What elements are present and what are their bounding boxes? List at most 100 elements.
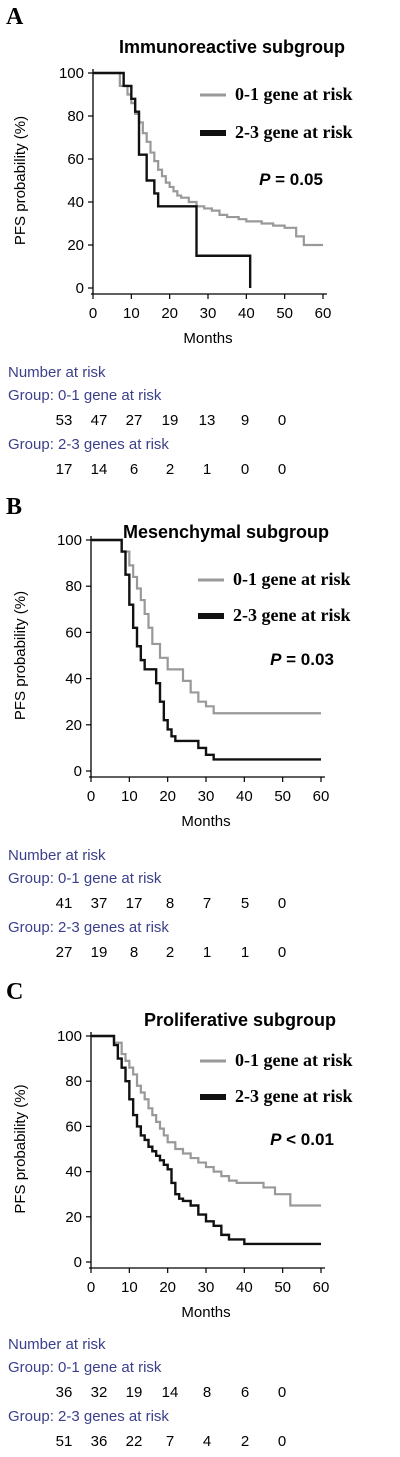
x-tick-label: 60 <box>315 305 332 322</box>
risk-count: 6 <box>130 461 138 478</box>
y-axis-label: PFS probability (%) <box>12 591 29 720</box>
p-value-number: = 0.05 <box>270 170 322 189</box>
risk-count: 2 <box>166 461 174 478</box>
risk-count: 7 <box>203 895 211 912</box>
risk-count: 19 <box>162 412 179 429</box>
x-tick-label: 20 <box>159 1279 176 1296</box>
x-axis-label: Months <box>183 330 232 347</box>
y-axis-label: PFS probability (%) <box>12 116 29 245</box>
legend-entry: 2-3 gene at risk <box>233 605 350 625</box>
y-tick-label: 60 <box>67 151 84 168</box>
risk-count: 32 <box>91 1384 108 1401</box>
risk-count: 17 <box>56 461 73 478</box>
risk-count: 27 <box>126 412 143 429</box>
x-tick-label: 10 <box>121 788 138 805</box>
x-tick-label: 50 <box>274 1279 291 1296</box>
risk-count: 19 <box>91 944 108 961</box>
risk-table-header: Number at risk <box>8 364 106 381</box>
x-tick-label: 40 <box>238 305 255 322</box>
x-tick-label: 30 <box>198 1279 215 1296</box>
y-tick-label: 40 <box>65 671 82 688</box>
legend-entry: 2-3 gene at risk <box>235 122 352 142</box>
risk-count: 2 <box>241 1433 249 1450</box>
series-line-group-0-1 <box>91 538 321 715</box>
x-tick-label: 40 <box>236 1279 253 1296</box>
risk-count: 22 <box>126 1433 143 1450</box>
series-line-group-2-3 <box>93 71 252 288</box>
p-value: P = 0.03 <box>270 650 334 669</box>
risk-count: 8 <box>166 895 174 912</box>
risk-count: 17 <box>126 895 143 912</box>
p-value: P = 0.05 <box>259 170 323 189</box>
y-tick-label: 100 <box>57 532 82 549</box>
x-tick-label: 20 <box>161 305 178 322</box>
risk-group-label: Group: 0-1 gene at risk <box>8 1359 162 1376</box>
y-tick-label: 80 <box>67 108 84 125</box>
y-tick-label: 80 <box>65 578 82 595</box>
risk-count: 37 <box>91 895 108 912</box>
p-value-number: < 0.01 <box>281 1130 333 1149</box>
legend-entry: 2-3 gene at risk <box>235 1086 352 1106</box>
risk-group-label: Group: 0-1 gene at risk <box>8 870 162 887</box>
risk-count: 36 <box>91 1433 108 1450</box>
legend-entry: 0-1 gene at risk <box>233 569 350 589</box>
risk-count: 0 <box>278 461 286 478</box>
risk-count: 4 <box>203 1433 211 1450</box>
series-line-group-2-3 <box>91 1034 321 1246</box>
risk-count: 0 <box>278 1433 286 1450</box>
risk-count: 47 <box>91 412 108 429</box>
x-tick-label: 50 <box>276 305 293 322</box>
risk-count: 0 <box>278 895 286 912</box>
risk-group-label: Group: 2-3 genes at risk <box>8 436 169 453</box>
risk-group-label: Group: 2-3 genes at risk <box>8 919 169 936</box>
y-tick-label: 20 <box>65 717 82 734</box>
p-value-label: P <box>270 650 282 669</box>
p-value-label: P <box>259 170 271 189</box>
y-tick-label: 60 <box>65 1118 82 1135</box>
x-tick-label: 0 <box>87 788 95 805</box>
risk-count: 13 <box>199 412 216 429</box>
risk-count: 14 <box>162 1384 179 1401</box>
x-axis-label: Months <box>181 1304 230 1321</box>
risk-count: 36 <box>56 1384 73 1401</box>
y-tick-label: 60 <box>65 624 82 641</box>
panel-letter: B <box>6 494 22 520</box>
risk-count: 0 <box>278 412 286 429</box>
risk-count: 0 <box>241 461 249 478</box>
risk-table-header: Number at risk <box>8 847 106 864</box>
x-tick-label: 40 <box>236 788 253 805</box>
y-axis-label: PFS probability (%) <box>12 1084 29 1213</box>
risk-count: 0 <box>278 1384 286 1401</box>
chart-title: Immunoreactive subgroup <box>119 37 345 57</box>
y-tick-label: 80 <box>65 1073 82 1090</box>
panel-letter: A <box>6 4 24 30</box>
y-tick-label: 20 <box>65 1209 82 1226</box>
risk-count: 9 <box>241 412 249 429</box>
risk-count: 1 <box>203 944 211 961</box>
x-tick-label: 50 <box>274 788 291 805</box>
risk-count: 2 <box>166 944 174 961</box>
risk-count: 7 <box>166 1433 174 1450</box>
x-tick-label: 30 <box>200 305 217 322</box>
risk-count: 41 <box>56 895 73 912</box>
risk-count: 1 <box>241 944 249 961</box>
x-tick-label: 0 <box>87 1279 95 1296</box>
legend-entry: 0-1 gene at risk <box>235 1050 352 1070</box>
risk-count: 27 <box>56 944 73 961</box>
p-value: P < 0.01 <box>270 1130 334 1149</box>
legend-entry: 0-1 gene at risk <box>235 84 352 104</box>
y-tick-label: 40 <box>67 194 84 211</box>
chart-title: Proliferative subgroup <box>144 1010 336 1030</box>
x-tick-label: 10 <box>121 1279 138 1296</box>
y-tick-label: 20 <box>67 237 84 254</box>
p-value-number: = 0.03 <box>281 650 333 669</box>
x-tick-label: 10 <box>123 305 140 322</box>
y-tick-label: 40 <box>65 1164 82 1181</box>
x-tick-label: 20 <box>159 788 176 805</box>
risk-group-label: Group: 0-1 gene at risk <box>8 387 162 404</box>
risk-count: 51 <box>56 1433 73 1450</box>
risk-count: 5 <box>241 895 249 912</box>
y-tick-label: 100 <box>57 1028 82 1045</box>
x-tick-label: 30 <box>198 788 215 805</box>
